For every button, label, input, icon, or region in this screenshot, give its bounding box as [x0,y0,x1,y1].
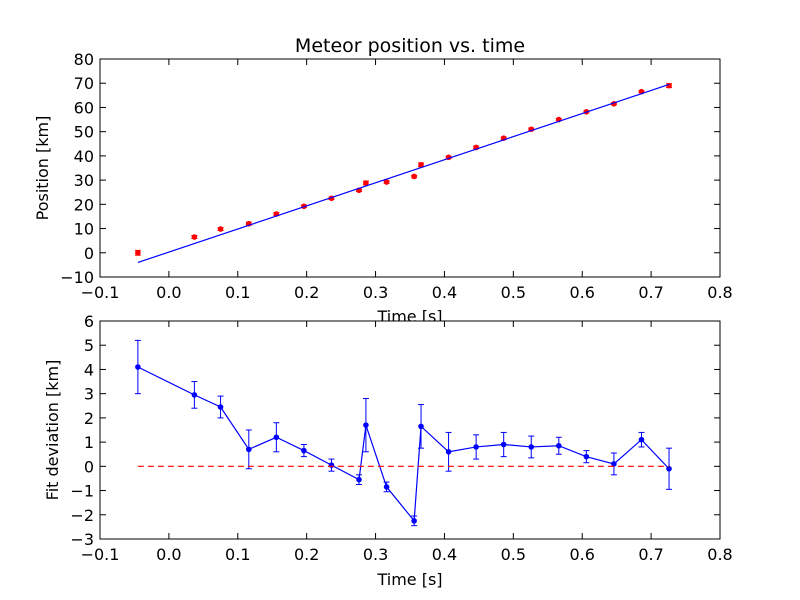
deviation-data-point [500,441,507,448]
deviation-data-point [583,453,590,460]
deviation-ytick-label: −1 [70,482,94,501]
position-ytick-label: 60 [74,98,94,117]
position-xtick-label: 0.1 [225,283,250,302]
position-chart: Meteor position vs. time −0.1 0.0 0.1 0.2 0.… [33,35,733,326]
deviation-data-point [528,444,535,450]
deviation-data-point [556,442,562,449]
position-ytick-label: 70 [74,74,94,93]
deviation-xtick-label: 0.0 [156,545,181,564]
position-data-point [217,226,224,232]
position-xtick-label: 0.5 [501,283,526,302]
deviation-data-point [611,461,617,467]
position-xtick-label: 0.8 [707,283,732,302]
deviation-data-point [301,447,307,454]
deviation-ytick-label: 6 [84,312,94,331]
position-xtick-label: 0.2 [294,283,319,302]
position-ytick-label: 0 [84,244,94,263]
deviation-data-point [363,422,369,428]
position-ytick-label: −10 [60,268,94,287]
deviation-xtick-label: 0.5 [501,545,526,564]
position-ytick-label: 30 [74,171,94,190]
deviation-xtick-label: 0.6 [569,545,594,564]
deviation-ytick-label: 5 [84,336,94,355]
deviation-chart-ylabel: Fit deviation [km] [43,360,62,501]
position-ytick-label: 80 [74,50,94,69]
deviation-data-point [217,404,224,410]
position-data-point [666,82,672,89]
deviation-data-point [246,446,252,453]
deviation-xtick-label: 0.3 [363,545,388,564]
deviation-xtick-label: 0.7 [638,545,663,564]
deviation-ytick-label: 3 [84,385,94,404]
deviation-ytick-label: 0 [84,457,94,476]
deviation-data-point [273,434,280,441]
position-chart-ylabel: Position [km] [33,116,52,221]
deviation-plot-area: −0.1 0.0 0.1 0.2 0.3 0.4 0.5 0.6 0.7 0.8 −3 −2 −1 0 1 2… [70,312,732,564]
deviation-ytick-label: −2 [70,506,94,525]
deviation-data-point [638,436,645,443]
position-ytick-label: 20 [74,195,94,214]
deviation-xtick-label: 0.8 [707,545,732,564]
position-fit-line [137,83,670,264]
position-xtick-label: −0.1 [81,283,120,302]
deviation-xtick-label: 0.1 [225,545,250,564]
deviation-ytick-label: 4 [84,360,94,379]
position-data-point [135,249,141,256]
position-data-point [411,173,417,180]
deviation-xtick-label: 0.4 [432,545,457,564]
position-xtick-label: 0.7 [638,283,663,302]
deviation-ytick-label: 1 [84,433,94,452]
position-ytick-label: 10 [74,220,94,239]
position-xtick-label: 0.6 [569,283,594,302]
deviation-data-point [383,484,390,490]
deviation-xtick-label: −0.1 [81,545,120,564]
deviation-chart-xlabel: Time [s] [376,570,442,589]
deviation-data-point [473,444,479,450]
position-data-point [363,180,369,186]
deviation-data-point [411,518,417,524]
position-data-point [383,179,390,185]
deviation-ytick-label: −3 [70,530,94,549]
deviation-data-point [666,465,672,472]
position-ytick-label: 40 [74,147,94,166]
position-xtick-label: 0.4 [432,283,457,302]
position-ytick-label: 50 [74,123,94,142]
deviation-data-point [356,476,362,483]
deviation-data-point [418,423,424,430]
deviation-xtick-label: 0.2 [294,545,319,564]
position-plot-area: −0.1 0.0 0.1 0.2 0.3 0.4 0.5 0.6 0.7 0.8 −10 0 10 20 3… [60,50,732,302]
position-chart-title: Meteor position vs. time [295,35,525,57]
position-xtick-label: 0.0 [156,283,181,302]
position-xtick-label: 0.3 [363,283,388,302]
deviation-axes-frame [99,320,721,540]
position-data-point [191,234,198,240]
deviation-data-point [445,449,452,455]
deviation-data-point [135,364,141,370]
deviation-ytick-label: 2 [84,409,94,428]
deviation-data-point [191,392,198,398]
deviation-chart: −0.1 0.0 0.1 0.2 0.3 0.4 0.5 0.6 0.7 0.8 −3 −2 −1 0 1 2… [43,312,733,589]
